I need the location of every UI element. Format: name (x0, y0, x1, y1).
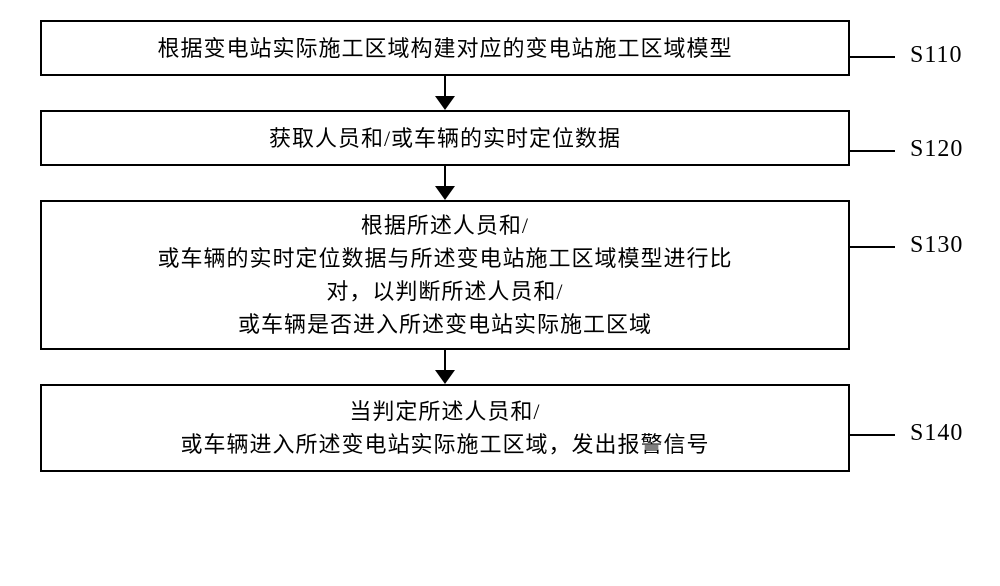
flow-step-s140: 当判定所述人员和/或车辆进入所述变电站实际施工区域，发出报警信号 (40, 384, 850, 472)
step-label-s110: S110 (910, 42, 962, 69)
flow-arrow (40, 76, 850, 110)
label-connector (850, 246, 895, 248)
flow-step-s130: 根据所述人员和/或车辆的实时定位数据与所述变电站施工区域模型进行比对，以判断所述… (40, 200, 850, 350)
flow-arrow (40, 166, 850, 200)
label-connector (850, 150, 895, 152)
step-label-s130: S130 (910, 232, 963, 259)
flow-step-s110: 根据变电站实际施工区域构建对应的变电站施工区域模型 (40, 20, 850, 76)
flow-arrow (40, 350, 850, 384)
flow-step-text: 根据变电站实际施工区域构建对应的变电站施工区域模型 (151, 24, 738, 73)
step-label-s120: S120 (910, 136, 963, 163)
flow-step-text: 根据所述人员和/或车辆的实时定位数据与所述变电站施工区域模型进行比对，以判断所述… (151, 201, 738, 349)
flow-step-text: 当判定所述人员和/或车辆进入所述变电站实际施工区域，发出报警信号 (174, 387, 715, 469)
flow-step-text: 获取人员和/或车辆的实时定位数据 (263, 114, 627, 163)
label-connector (850, 434, 895, 436)
flow-step-s120: 获取人员和/或车辆的实时定位数据 (40, 110, 850, 166)
label-connector (850, 56, 895, 58)
step-label-s140: S140 (910, 420, 963, 447)
